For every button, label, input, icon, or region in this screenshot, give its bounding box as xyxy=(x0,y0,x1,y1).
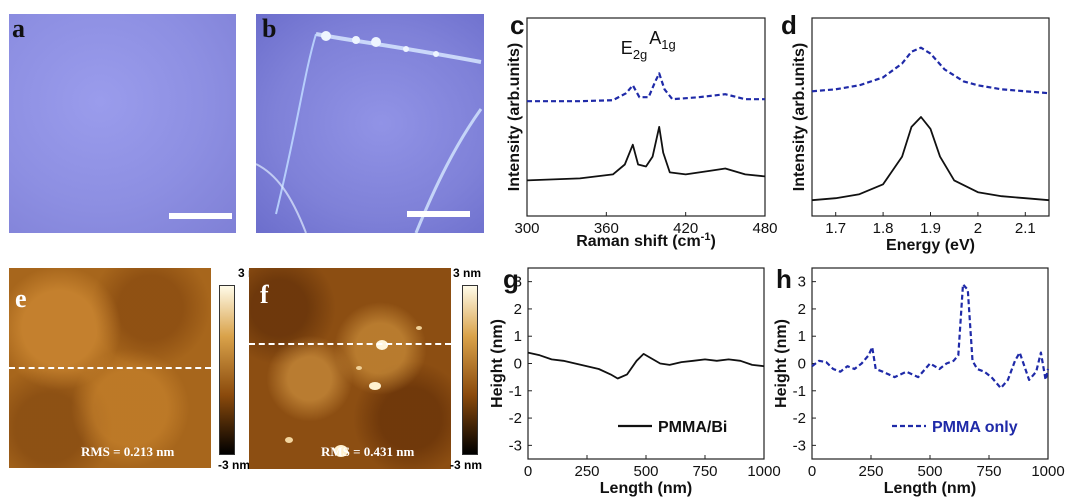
peak-label-e2g: E2g xyxy=(621,38,647,62)
plot-frame xyxy=(527,267,765,460)
y-axis-label: Intensity (arb.units) xyxy=(791,43,808,191)
plot-frame xyxy=(811,17,1050,217)
panel-label-b: b xyxy=(262,14,277,43)
legend-label: PMMA/Bi xyxy=(658,419,727,436)
scale-max-label: 3 nm xyxy=(453,266,482,280)
y-tick-label: 3 xyxy=(798,274,806,291)
x-tick-label: 750 xyxy=(692,463,717,480)
afm-image-f: RMS = 0.431 nm xyxy=(249,268,451,469)
x-tick-label: 300 xyxy=(514,220,539,237)
x-tick-label: 480 xyxy=(752,220,777,237)
x-tick-label: 500 xyxy=(633,463,658,480)
series-dashed-line xyxy=(811,283,1050,390)
plot-frame xyxy=(526,17,766,217)
scale-min-label: -3 nm xyxy=(218,458,251,472)
y-tick-label: 2 xyxy=(798,301,806,318)
x-tick-label: 1000 xyxy=(747,463,780,480)
y-axis-label: Intensity (arb.units) xyxy=(506,43,523,191)
x-tick-label: 1.8 xyxy=(873,220,894,237)
series-dashed-line xyxy=(811,46,1050,95)
afm-image-e: RMS = 0.213 nm xyxy=(9,268,211,468)
y-tick-label: -2 xyxy=(509,410,522,427)
panel-label-c: c xyxy=(510,10,524,40)
series-solid-line xyxy=(527,351,765,380)
peak-label-a1g: A1g xyxy=(649,28,675,52)
panel-label-h: h xyxy=(776,264,792,294)
scale-bar xyxy=(407,211,470,217)
x-tick-label: 2 xyxy=(974,220,982,237)
x-tick-label: 420 xyxy=(673,220,698,237)
y-tick-label: -3 xyxy=(509,437,522,454)
profile-line xyxy=(9,367,211,369)
panel-label-d: d xyxy=(781,10,797,40)
y-axis-label: Height (nm) xyxy=(489,319,506,408)
flake-edges xyxy=(256,31,483,233)
y-tick-label: 0 xyxy=(798,356,806,373)
profile-line xyxy=(249,343,451,345)
scale-bar xyxy=(169,213,232,219)
x-tick-label: 1.9 xyxy=(920,220,941,237)
x-tick-label: 0 xyxy=(524,463,532,480)
y-tick-label: -2 xyxy=(793,410,806,427)
y-tick-label: 1 xyxy=(514,328,522,345)
x-tick-label: 0 xyxy=(808,463,816,480)
y-tick-label: 3 xyxy=(514,274,522,291)
y-axis-label: Height (nm) xyxy=(773,319,790,408)
rms-label: RMS = 0.431 nm xyxy=(321,444,415,459)
y-tick-label: -1 xyxy=(509,383,522,400)
y-tick-label: 2 xyxy=(514,301,522,318)
x-tick-label: 250 xyxy=(574,463,599,480)
panel-label-a: a xyxy=(12,14,25,43)
color-scale-bar xyxy=(462,285,478,455)
x-tick-label: 360 xyxy=(594,220,619,237)
x-tick-label: 1.7 xyxy=(825,220,846,237)
panel-label-g: g xyxy=(503,264,519,294)
x-tick-label: 250 xyxy=(858,463,883,480)
x-axis-label: Energy (eV) xyxy=(886,237,975,254)
scale-min-label: -3 nm xyxy=(450,458,483,472)
optical-image-a xyxy=(9,14,236,233)
x-axis-label: Raman shift (cm-1) xyxy=(576,231,716,250)
x-tick-label: 750 xyxy=(976,463,1001,480)
series-dashed-line xyxy=(527,72,765,103)
rms-label: RMS = 0.213 nm xyxy=(81,444,175,459)
y-tick-label: -1 xyxy=(793,383,806,400)
x-axis-label: Length (nm) xyxy=(884,480,976,497)
x-axis-label: Length (nm) xyxy=(600,480,692,497)
series-solid-line xyxy=(811,116,1050,202)
x-tick-label: 1000 xyxy=(1031,463,1064,480)
afm-grains xyxy=(285,326,422,457)
y-tick-label: 1 xyxy=(798,328,806,345)
panel-label-e: e xyxy=(15,284,27,313)
y-tick-label: -3 xyxy=(793,437,806,454)
x-tick-label: 2.1 xyxy=(1015,220,1036,237)
legend-label: PMMA only xyxy=(932,419,1018,436)
x-tick-label: 500 xyxy=(917,463,942,480)
y-tick-label: 0 xyxy=(514,356,522,373)
panel-label-f: f xyxy=(260,280,269,309)
color-scale-bar xyxy=(219,285,235,455)
optical-image-b xyxy=(256,14,484,233)
series-solid-line xyxy=(526,126,766,182)
